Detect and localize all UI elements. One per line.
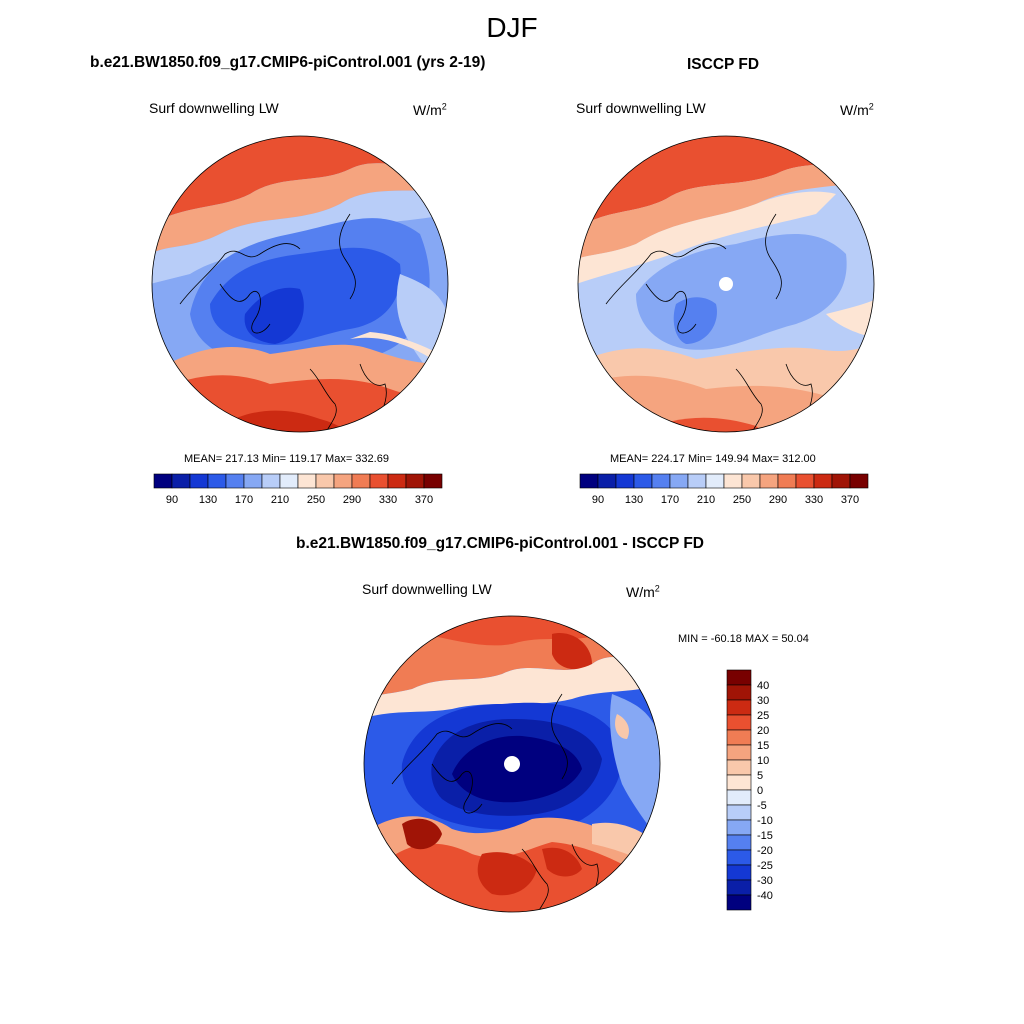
model-colorbar-swatch [279, 473, 299, 489]
model-colorbar-swatch [189, 473, 209, 489]
diff-colorbar-tick-label: 5 [757, 770, 763, 782]
diff-colorbar-swatch [726, 729, 752, 746]
diff-units-label: W/m2 [626, 583, 660, 600]
diff-colorbar-swatch [726, 879, 752, 896]
obs-colorbar-tick-label: 170 [661, 494, 679, 506]
model-colorbar-swatch [315, 473, 335, 489]
model-colorbar: 90 130 170 210 250 290 330 370 [153, 473, 443, 506]
model-colorbar-swatch [387, 473, 407, 489]
diff-colorbar-swatch [726, 699, 752, 716]
obs-colorbar-tick-label: 90 [592, 494, 604, 506]
diff-colorbar-swatch [726, 714, 752, 731]
model-colorbar-tick-label: 210 [271, 494, 289, 506]
diff-colorbar-swatch [726, 684, 752, 701]
diff-colorbar-tick-label: -15 [757, 830, 773, 842]
model-colorbar-swatch [153, 473, 173, 489]
obs-colorbar-swatch [615, 473, 635, 489]
model-colorbar-swatch [297, 473, 317, 489]
figure-title: DJF [486, 12, 538, 43]
model-colorbar-tick-label: 290 [343, 494, 361, 506]
diff-colorbar-tick-label: -25 [757, 860, 773, 872]
diff-colorbar-swatch [726, 744, 752, 761]
model-colorbar-swatch [243, 473, 263, 489]
obs-colorbar-tick-label: 290 [769, 494, 787, 506]
obs-polar-map [577, 135, 875, 433]
model-colorbar-tick-label: 90 [166, 494, 178, 506]
diff-colorbar-tick-label: 15 [757, 740, 769, 752]
model-colorbar-swatch [207, 473, 227, 489]
diff-colorbar-tick-label: -10 [757, 815, 773, 827]
model-colorbar-swatch [333, 473, 353, 489]
obs-colorbar-swatch [579, 473, 599, 489]
obs-units-label: W/m2 [840, 101, 874, 118]
diff-polar-map [363, 615, 661, 913]
obs-colorbar-swatch [741, 473, 761, 489]
obs-colorbar-swatch [705, 473, 725, 489]
obs-colorbar-swatch [813, 473, 833, 489]
model-variable-label: Surf downwelling LW [149, 100, 279, 116]
obs-colorbar-swatch [597, 473, 617, 489]
diff-colorbar-swatch [726, 669, 752, 686]
diff-colorbar-swatch [726, 759, 752, 776]
diff-colorbar-swatch [726, 834, 752, 851]
obs-colorbar: 90 130 170 210 250 290 330 370 [579, 473, 869, 506]
model-stats: MEAN= 217.13 Min= 119.17 Max= 332.69 [184, 453, 389, 465]
diff-colorbar-tick-label: -20 [757, 845, 773, 857]
diff-colorbar-tick-label: 30 [757, 695, 769, 707]
model-colorbar-swatch [171, 473, 191, 489]
obs-colorbar-tick-label: 330 [805, 494, 823, 506]
model-colorbar-swatch [423, 473, 443, 489]
diff-stats: MIN = -60.18 MAX = 50.04 [678, 633, 809, 645]
obs-colorbar-swatch [651, 473, 671, 489]
obs-colorbar-swatch [795, 473, 815, 489]
obs-colorbar-swatch [723, 473, 743, 489]
model-colorbar-swatch [405, 473, 425, 489]
diff-colorbar-swatch [726, 819, 752, 836]
model-colorbar-tick-label: 250 [307, 494, 325, 506]
obs-colorbar-swatch [777, 473, 797, 489]
obs-colorbar-tick-label: 130 [625, 494, 643, 506]
diff-colorbar-swatch [726, 789, 752, 806]
obs-colorbar-swatch [669, 473, 689, 489]
obs-colorbar-tick-label: 370 [841, 494, 859, 506]
diff-colorbar-tick-label: 10 [757, 755, 769, 767]
model-colorbar-swatch [351, 473, 371, 489]
model-units-label: W/m2 [413, 101, 447, 118]
diff-colorbar-swatch [726, 849, 752, 866]
model-colorbar-tick-label: 170 [235, 494, 253, 506]
model-colorbar-swatch [225, 473, 245, 489]
diff-colorbar-tick-label: 20 [757, 725, 769, 737]
obs-colorbar-swatch [849, 473, 869, 489]
obs-panel-title: ISCCP FD [687, 56, 760, 73]
obs-colorbar-tick-label: 210 [697, 494, 715, 506]
diff-colorbar-tick-label: 0 [757, 785, 763, 797]
diff-colorbar-swatch [726, 774, 752, 791]
obs-colorbar-swatch [687, 473, 707, 489]
model-colorbar-tick-label: 370 [415, 494, 433, 506]
model-colorbar-tick-label: 130 [199, 494, 217, 506]
model-polar-map [151, 135, 449, 433]
diff-colorbar-swatch [726, 804, 752, 821]
diff-colorbar-swatch [726, 864, 752, 881]
model-colorbar-swatch [369, 473, 389, 489]
obs-variable-label: Surf downwelling LW [576, 100, 706, 116]
diff-colorbar-tick-label: -30 [757, 875, 773, 887]
model-colorbar-tick-label: 330 [379, 494, 397, 506]
obs-stats: MEAN= 224.17 Min= 149.94 Max= 312.00 [610, 453, 816, 465]
diff-colorbar: 40 30 25 20 15 10 5 0 -5 -10 -15 -20 -25 -30 -40 [726, 669, 773, 911]
diff-panel-title: b.e21.BW1850.f09_g17.CMIP6-piControl.001… [296, 535, 704, 552]
obs-colorbar-swatch [633, 473, 653, 489]
diff-variable-label: Surf downwelling LW [362, 581, 492, 597]
diff-colorbar-tick-label: -5 [757, 800, 767, 812]
obs-colorbar-swatch [759, 473, 779, 489]
obs-colorbar-swatch [831, 473, 851, 489]
diff-colorbar-swatch [726, 894, 752, 911]
model-colorbar-swatch [261, 473, 281, 489]
obs-colorbar-tick-label: 250 [733, 494, 751, 506]
diff-colorbar-tick-label: -40 [757, 890, 773, 902]
diff-colorbar-tick-label: 25 [757, 710, 769, 722]
model-panel-title: b.e21.BW1850.f09_g17.CMIP6-piControl.001… [90, 54, 486, 71]
diff-colorbar-tick-label: 40 [757, 680, 769, 692]
